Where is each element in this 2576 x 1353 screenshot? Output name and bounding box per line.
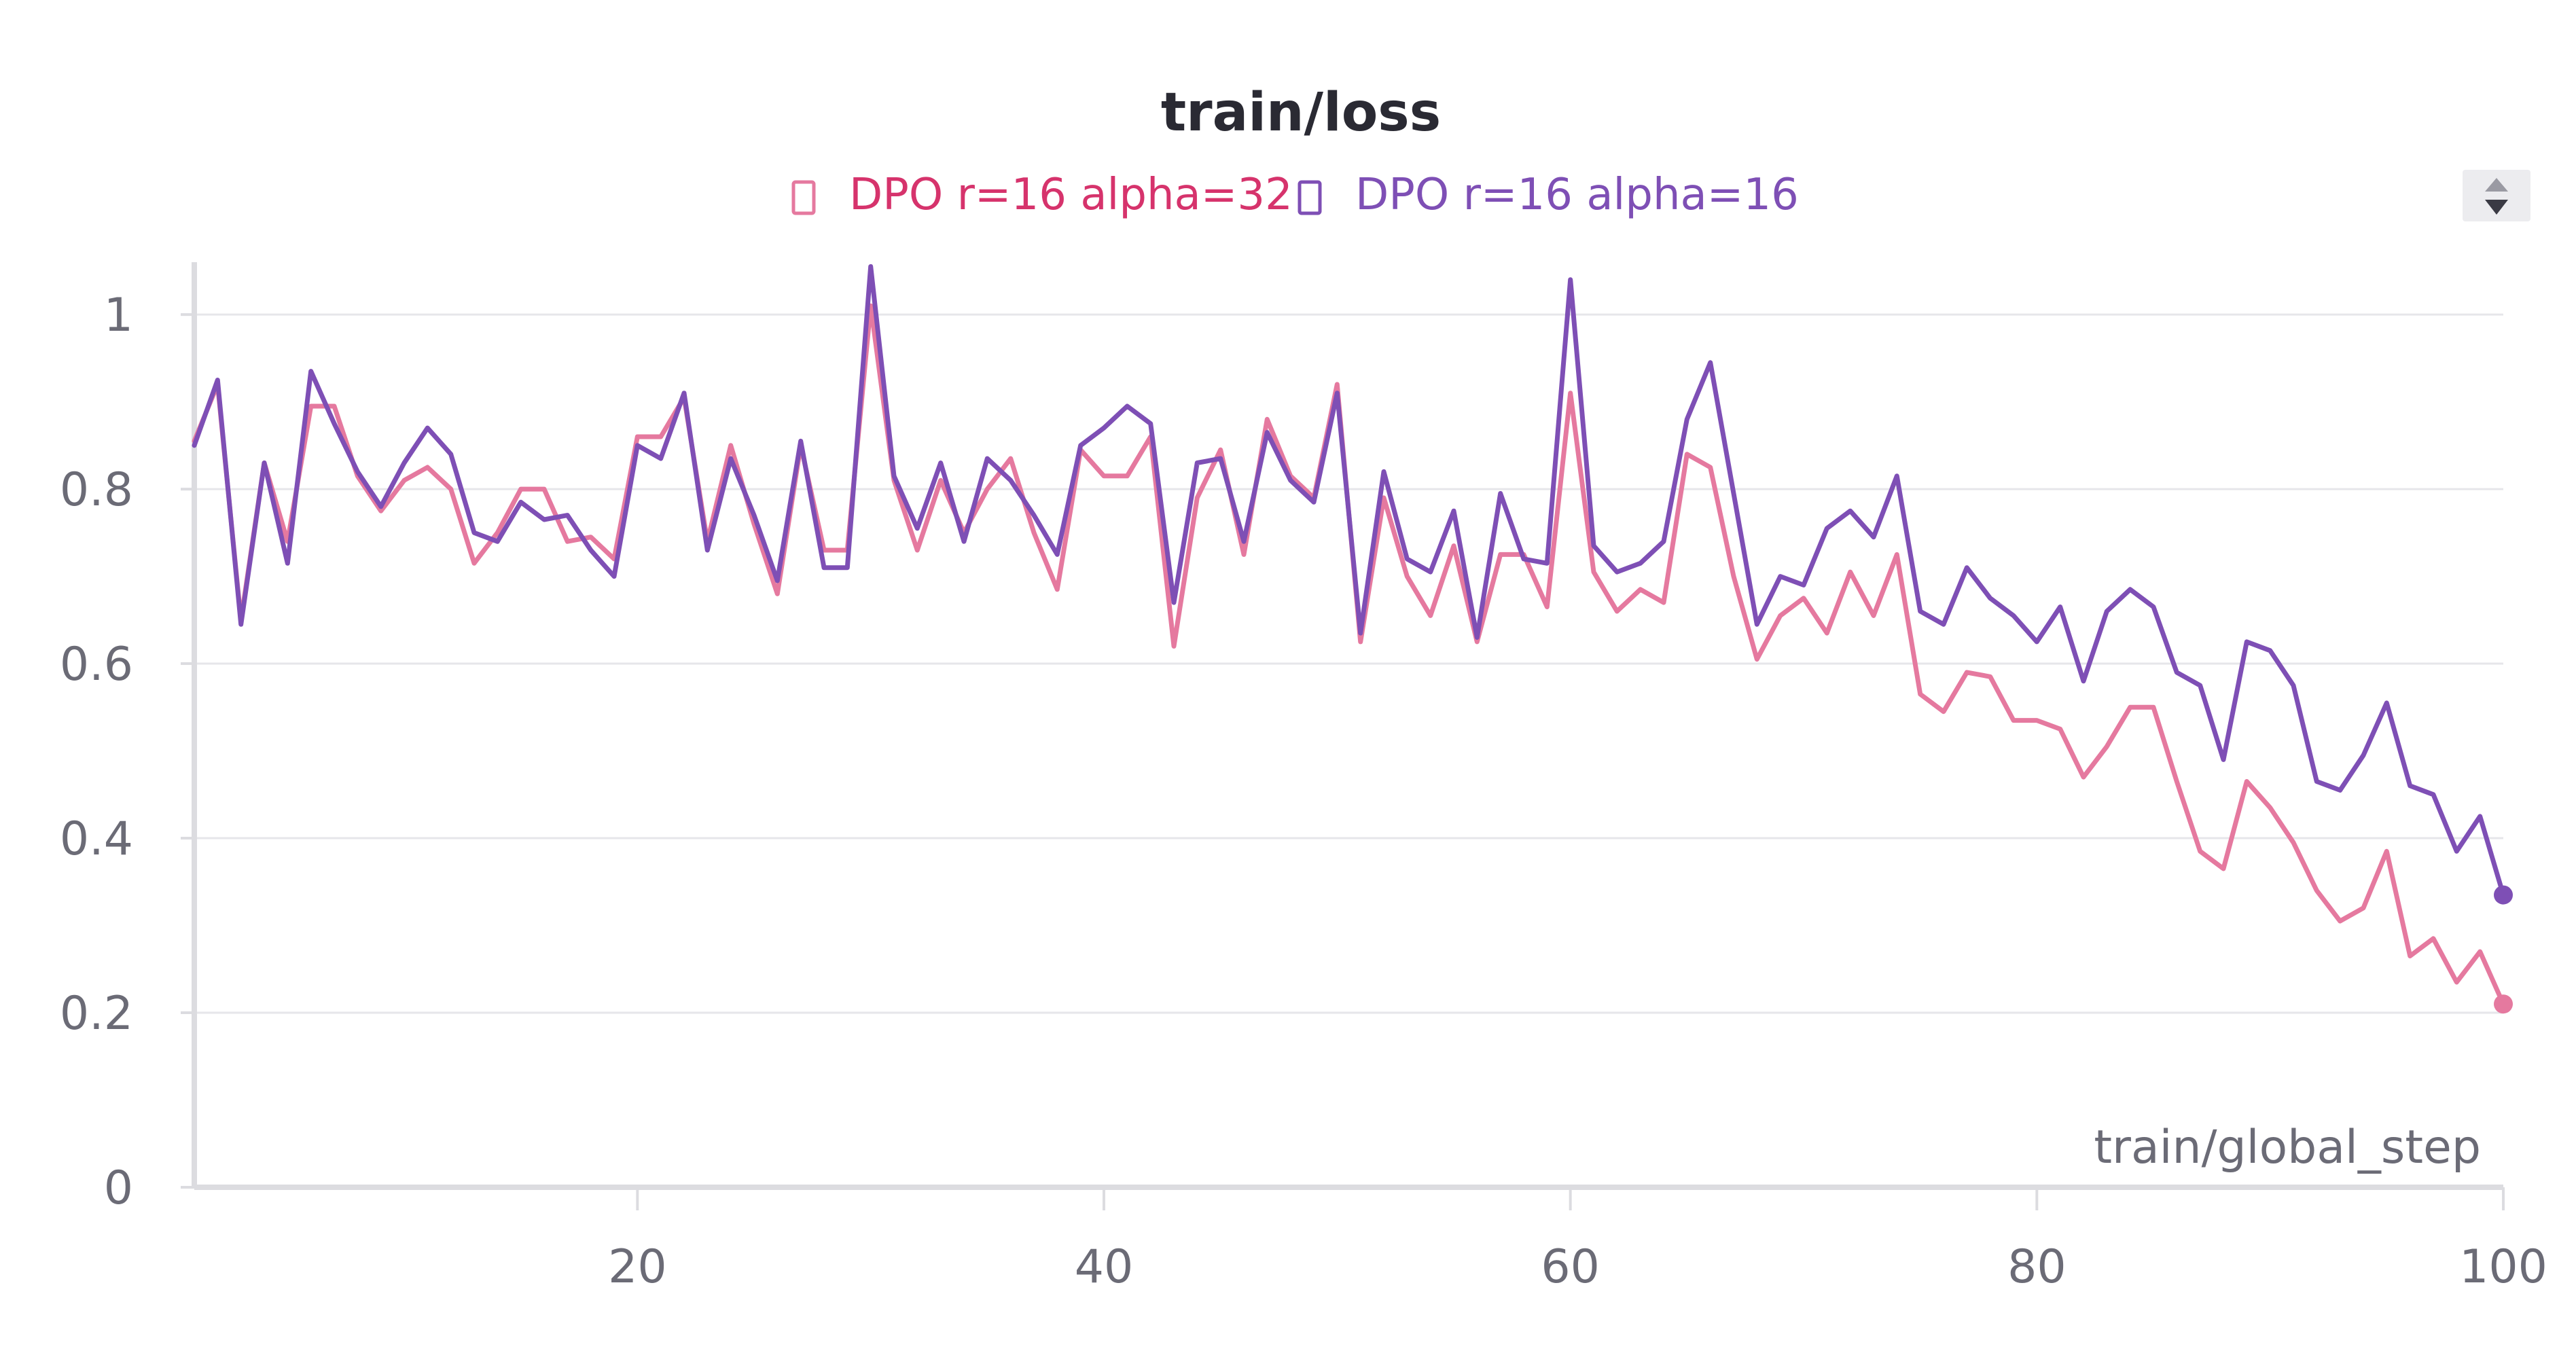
up-arrow-icon[interactable] <box>2485 178 2508 192</box>
x-axis-ticks: 20 40 60 80 100 <box>608 1187 2547 1294</box>
legend-scroll-control[interactable] <box>2463 170 2530 221</box>
legend: DPO r=16 alpha=32 DPO r=16 alpha=16 <box>791 170 2530 221</box>
legend-swatch-1-icon <box>791 180 816 215</box>
x-tick-label: 100 <box>2459 1240 2547 1294</box>
series-line-1[interactable] <box>192 303 2506 1007</box>
grid-lines <box>194 313 2503 1014</box>
x-tick-label: 60 <box>1541 1240 1600 1294</box>
y-axis-ticks: 0 0.2 0.4 0.6 0.8 1 <box>60 289 194 1215</box>
data-point[interactable] <box>2494 885 2513 905</box>
chart-title: train/loss <box>1161 82 1441 143</box>
y-tick-label: 0.6 <box>60 638 133 691</box>
y-tick-label: 0.8 <box>60 463 133 517</box>
legend-label-2: DPO r=16 alpha=16 <box>1355 170 1799 220</box>
legend-swatch-2-icon <box>1298 180 1322 215</box>
series <box>192 264 2513 1014</box>
axes <box>192 262 2503 1190</box>
series-points-1 <box>2494 994 2513 1014</box>
x-tick-label: 20 <box>608 1240 667 1294</box>
series-points-2 <box>2494 885 2513 905</box>
x-tick-label: 80 <box>2007 1240 2067 1294</box>
legend-item-1[interactable]: DPO r=16 alpha=32 <box>791 170 1293 220</box>
y-tick-label: 0.2 <box>60 987 133 1041</box>
legend-item-2[interactable]: DPO r=16 alpha=16 <box>1298 170 1799 220</box>
x-axis-title: train/global_step <box>2094 1121 2481 1174</box>
y-tick-label: 0.4 <box>60 812 133 866</box>
data-point[interactable] <box>2494 994 2513 1014</box>
legend-scroll-background <box>2463 170 2530 221</box>
x-tick-label: 40 <box>1075 1240 1134 1294</box>
legend-label-1: DPO r=16 alpha=32 <box>849 170 1293 220</box>
down-arrow-icon[interactable] <box>2485 200 2508 215</box>
y-tick-label: 0 <box>104 1161 133 1215</box>
series-line-2[interactable] <box>192 264 2506 898</box>
y-tick-label: 1 <box>104 289 133 342</box>
